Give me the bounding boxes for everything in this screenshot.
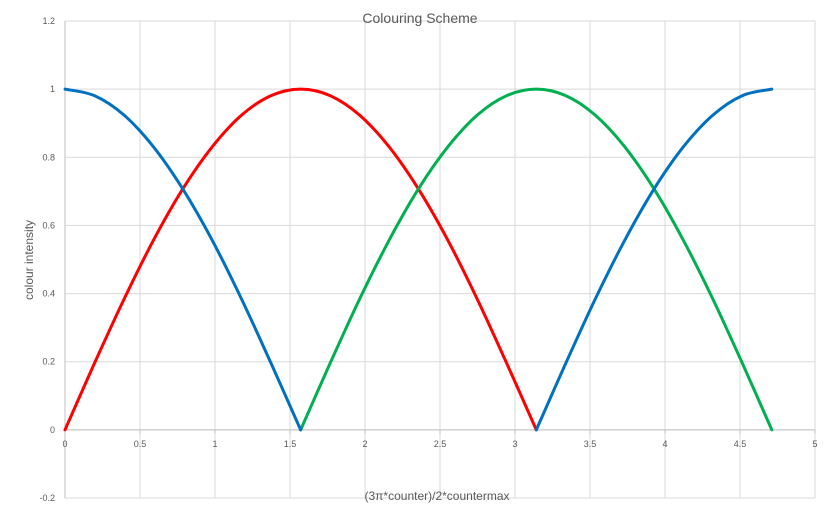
series-line-1 xyxy=(63,87,538,432)
series-layer xyxy=(63,87,774,432)
x-tick-label: 4 xyxy=(662,439,667,449)
x-tick-label: 0.5 xyxy=(134,439,147,449)
x-tick-label: 4.5 xyxy=(734,439,747,449)
x-tick-label: 5 xyxy=(812,439,817,449)
chart-title: Colouring Scheme xyxy=(362,10,477,26)
x-tick-label: 2.5 xyxy=(434,439,447,449)
series-line-3 xyxy=(63,87,774,432)
y-tick-label: 0.4 xyxy=(42,289,55,299)
x-tick-label: 3 xyxy=(512,439,517,449)
x-tick-label: 3.5 xyxy=(584,439,597,449)
series-line-2 xyxy=(299,87,774,432)
x-tick-label: 0 xyxy=(62,439,67,449)
y-tick-label: 0.2 xyxy=(42,357,55,367)
y-tick-label: 0.8 xyxy=(42,152,55,162)
y-tick-label: 1 xyxy=(50,84,55,94)
axes-layer xyxy=(64,21,816,498)
x-tick-label: 1 xyxy=(212,439,217,449)
x-tick-label: 1.5 xyxy=(284,439,297,449)
x-axis-label: (3π*counter)/2*countermax xyxy=(364,489,509,503)
y-tick-label: 0 xyxy=(50,425,55,435)
x-tick-label: 2 xyxy=(362,439,367,449)
y-tick-label: 1.2 xyxy=(42,16,55,26)
y-tick-label: -0.2 xyxy=(39,493,55,503)
y-tick-label: 0.6 xyxy=(42,220,55,230)
ticks-layer: -0.2 0 0.2 0.4 0.6 0.8 1 1.2 0 0.5 1 1.5 2 2.5 3 3.5 4 4.… xyxy=(39,16,817,503)
grid-layer xyxy=(64,20,816,499)
y-axis-label: colour intensity xyxy=(22,220,36,300)
